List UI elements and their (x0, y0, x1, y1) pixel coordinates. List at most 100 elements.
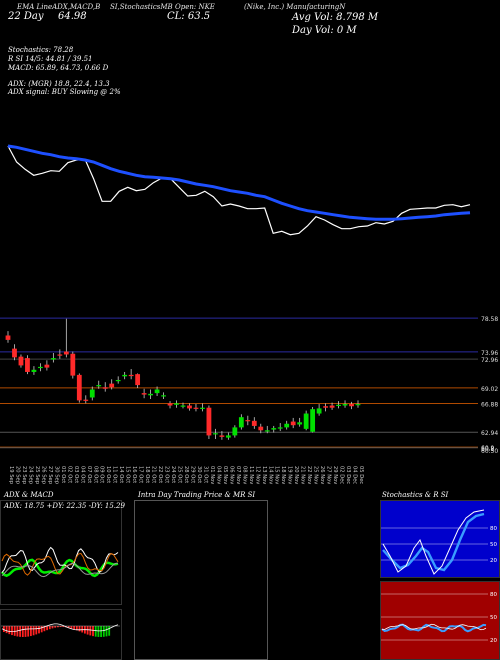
macd-histogram-bar (94, 626, 97, 637)
intraday-panel-title: Intra Day Trading Price & MR SI (138, 491, 256, 499)
candle-body (290, 421, 296, 426)
day-volume: Day Vol: 0 M (292, 25, 357, 36)
macd-histogram-bar (3, 626, 5, 632)
macd-histogram-bar (92, 626, 94, 637)
candle-body (297, 422, 303, 425)
date-tick-label: 21 Oct (151, 466, 157, 483)
macd-histogram-bar (78, 626, 81, 632)
adx-values: ADX: 18.75 +DY: 22.35 -DY: 15.29 (4, 502, 125, 510)
price-axis-label: 72.96 (481, 357, 498, 364)
candle-body (89, 389, 95, 398)
rsi-level-label: 20 (490, 638, 497, 644)
candle-body (323, 406, 328, 408)
macd-histogram-bar (57, 626, 59, 628)
candle-body (18, 356, 24, 366)
date-tick-label: 17 Oct (138, 466, 144, 483)
adx-stat: ADX: (MGR) 18.8, 22.4, 13.3 (8, 80, 110, 88)
candle-body (349, 404, 354, 407)
stoch-level-label: 80 (490, 526, 497, 532)
macd-histogram-bar (21, 626, 24, 637)
date-tick-label: 18 Oct (144, 466, 150, 483)
macd-stat: MACD: 65.89, 64.73, 0.66 D (8, 64, 109, 72)
date-tick-label: 21 Nov (300, 466, 306, 484)
rsi-stat: R SI 14/5: 44.81 / 39.51 (8, 55, 93, 63)
macd-histogram-bar (108, 626, 111, 636)
candle-body (329, 405, 335, 408)
open-line: Open: NKE (175, 3, 215, 11)
stoch-level-label: 20 (490, 558, 497, 564)
date-tick-label: 19 Sep (8, 466, 14, 485)
macd-histogram-bar (32, 626, 35, 636)
candle-body (232, 427, 238, 436)
price-axis-label: 62.94 (481, 430, 498, 437)
date-tick-label: 14 Oct (118, 466, 124, 483)
price-axis-label: 66.88 (481, 401, 498, 408)
candle-body (38, 366, 43, 369)
date-tick-label: 26 Sep (40, 466, 46, 485)
candle-body (213, 433, 218, 435)
rsi-level-label: 50 (490, 615, 497, 621)
candle-body (219, 435, 225, 437)
adx-line (1, 558, 119, 578)
date-tick-label: 15 Nov (274, 466, 280, 484)
stoch-level-label: 50 (490, 542, 497, 548)
price-axis-label: 73.96 (481, 350, 498, 357)
date-tick-label: 05 Nov (222, 466, 228, 484)
candle-body (342, 404, 348, 406)
plus-di-line (1, 546, 119, 573)
macd-histogram-bar (35, 626, 38, 635)
macd-histogram-bar (97, 626, 100, 637)
macd-histogram-bar (67, 626, 70, 628)
candle-body (44, 364, 50, 368)
candle-body (76, 374, 82, 401)
macd-histogram-bar (43, 626, 46, 632)
candle-body (277, 427, 283, 429)
candle-body (70, 353, 76, 376)
date-tick-label: 25 Sep (34, 466, 40, 485)
date-tick-label: 12 Nov (254, 466, 260, 484)
adx-signal-stat: ADX signal: BUY Slowing @ 2% (8, 88, 121, 96)
date-tick-label: 23 Sep (21, 466, 27, 485)
date-tick-label: 30 Sep (53, 466, 59, 485)
indicators-line: EMA LineADX,MACD,B (17, 3, 101, 11)
candle-body (63, 351, 69, 355)
price-axis-label: 78.58 (481, 316, 498, 323)
candle-body (12, 348, 17, 358)
candle-body (57, 354, 63, 356)
macd-histogram-bar (11, 626, 13, 636)
macd-histogram-bar (19, 626, 21, 637)
date-tick-label: 06 Nov (228, 466, 234, 484)
adx-panel (0, 500, 122, 605)
macd-histogram-bar (75, 626, 78, 631)
candle-body (96, 385, 102, 387)
stoch-panel (380, 500, 500, 578)
date-tick-label: 30 Oct (196, 466, 202, 483)
close-label: CL: 63.5 (167, 11, 211, 22)
candle-body (25, 358, 30, 372)
date-tick-label: 20 Nov (293, 466, 299, 484)
candle-body (50, 358, 56, 360)
date-tick-label: 14 Nov (267, 466, 273, 484)
date-tick-label: 29 Nov (332, 466, 338, 484)
date-tick-label: 03 Oct (73, 466, 79, 483)
candle-body (154, 389, 160, 394)
date-tick-label: 18 Nov (280, 466, 286, 484)
ticker-line: (Nike, Inc.) ManufacturingN (244, 3, 346, 11)
candle-body (245, 420, 251, 422)
candle-body (310, 409, 316, 432)
candle-body (303, 413, 309, 429)
candle-body (5, 335, 11, 340)
candle-body (258, 426, 264, 431)
macd-histogram-bar (5, 626, 8, 634)
date-tick-label: 29 Oct (189, 466, 195, 483)
date-tick-label: 02 Oct (66, 466, 72, 483)
mrsi-line (381, 623, 487, 631)
date-tick-label: 22 Nov (306, 466, 312, 484)
macd-histogram-bar (8, 626, 11, 635)
macd-histogram-bar (13, 626, 16, 636)
date-tick-label: 04 Nov (215, 466, 221, 484)
candle-body (238, 417, 244, 428)
candle-body (206, 407, 212, 436)
macd-histogram-bar (59, 626, 62, 628)
